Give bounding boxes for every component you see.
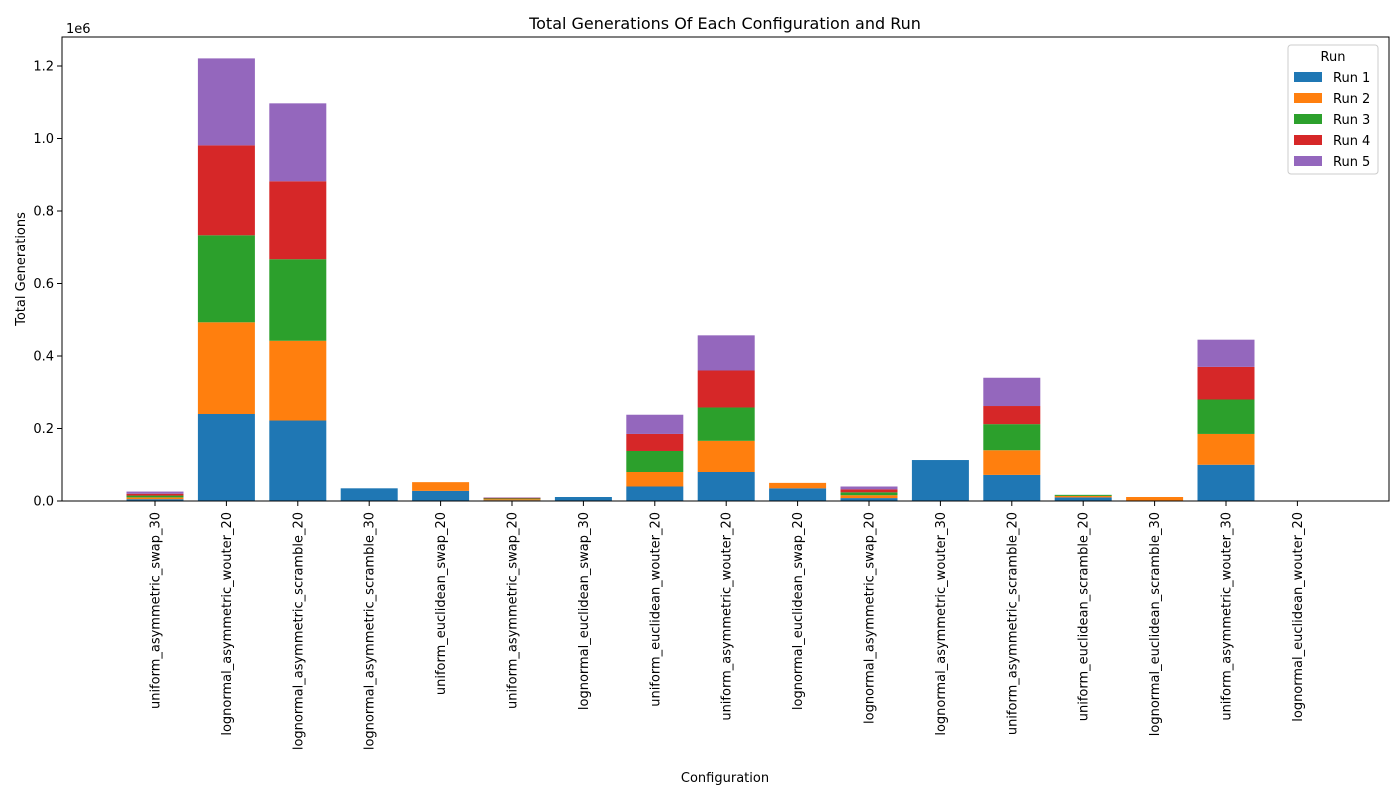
bar-segment-run-2-uniform_euclidean_scramble_20 — [1054, 495, 1112, 498]
bar-segment-run-3-lognormal_asymmetric_swap_20 — [840, 492, 898, 496]
bar-segment-run-1-uniform_euclidean_scramble_20 — [1054, 497, 1112, 502]
bar-segment-run-2-lognormal_euclidean_swap_20 — [769, 482, 827, 489]
y-tick-label: 0.6 — [33, 277, 54, 292]
bar-segment-run-1-lognormal_asymmetric_swap_20 — [840, 498, 898, 501]
bar-segment-run-4-uniform_asymmetric_wouter_20 — [697, 370, 755, 408]
x-tick-label: lognormal_asymmetric_swap_20 — [863, 512, 878, 724]
legend-label-run-4: Run 4 — [1333, 134, 1370, 149]
bar-segment-run-2-uniform_euclidean_wouter_20 — [626, 472, 684, 487]
x-tick-label: uniform_euclidean_scramble_20 — [1077, 512, 1092, 721]
x-axis-label: Configuration — [681, 771, 769, 786]
bar-segment-run-1-lognormal_asymmetric_scramble_20 — [269, 420, 327, 501]
bar-segment-run-2-lognormal_asymmetric_swap_20 — [840, 495, 898, 499]
bar-segment-run-3-lognormal_asymmetric_scramble_20 — [269, 259, 327, 341]
bar-segment-run-5-uniform_asymmetric_wouter_20 — [697, 335, 755, 371]
bar-segment-run-1-lognormal_euclidean_swap_30 — [554, 497, 612, 501]
bar-segment-run-2-uniform_asymmetric_wouter_20 — [697, 440, 755, 472]
bar-segment-run-5-uniform_asymmetric_wouter_30 — [1197, 339, 1255, 367]
bar-segment-run-1-uniform_asymmetric_swap_30 — [126, 499, 184, 501]
bar-segment-run-3-uniform_euclidean_wouter_20 — [626, 450, 684, 472]
bar-segment-run-1-lognormal_asymmetric_wouter_20 — [197, 414, 255, 501]
legend-label-run-2: Run 2 — [1333, 92, 1370, 107]
bar-segment-run-1-uniform_asymmetric_wouter_20 — [697, 472, 755, 501]
bar-segment-run-5-lognormal_asymmetric_wouter_20 — [197, 58, 255, 146]
x-tick-label: lognormal_asymmetric_wouter_20 — [220, 512, 235, 736]
bar-segment-run-3-uniform_asymmetric_swap_20 — [483, 498, 541, 500]
bar-segment-run-2-uniform_asymmetric_swap_20 — [483, 499, 541, 501]
bar-segment-run-5-lognormal_asymmetric_swap_20 — [840, 486, 898, 490]
bar-segment-run-3-uniform_asymmetric_wouter_30 — [1197, 399, 1255, 434]
chart-title: Total Generations Of Each Configuration … — [528, 14, 921, 33]
bars-group — [126, 58, 1255, 502]
bar-segment-run-5-uniform_asymmetric_swap_30 — [126, 491, 184, 494]
bar-segment-run-4-lognormal_asymmetric_swap_20 — [840, 489, 898, 493]
x-tick-label: uniform_euclidean_swap_20 — [434, 512, 449, 695]
legend-label-run-1: Run 1 — [1333, 71, 1370, 86]
bar-segment-run-3-uniform_asymmetric_swap_30 — [126, 495, 184, 498]
legend-swatch-run-1 — [1294, 72, 1322, 82]
x-tick-label: lognormal_asymmetric_scramble_20 — [291, 512, 306, 750]
y-tick-label: 1.0 — [33, 132, 54, 147]
bar-segment-run-4-lognormal_asymmetric_scramble_20 — [269, 181, 327, 260]
bar-segment-run-5-lognormal_asymmetric_scramble_20 — [269, 103, 327, 182]
bar-segment-run-5-uniform_euclidean_wouter_20 — [626, 414, 684, 434]
y-tick-label: 1.2 — [33, 60, 54, 75]
bar-segment-run-4-lognormal_asymmetric_wouter_20 — [197, 145, 255, 236]
bar-segment-run-2-uniform_euclidean_swap_20 — [412, 482, 470, 491]
bar-segment-run-1-uniform_euclidean_swap_20 — [412, 490, 470, 501]
bar-segment-run-1-lognormal_asymmetric_wouter_30 — [911, 460, 969, 501]
y-tick-label: 0.2 — [33, 422, 54, 437]
bar-segment-run-1-lognormal_asymmetric_scramble_30 — [340, 488, 398, 501]
legend-label-run-5: Run 5 — [1333, 155, 1370, 170]
bar-segment-run-1-uniform_asymmetric_wouter_30 — [1197, 464, 1255, 501]
y-tick-label: 0.0 — [33, 495, 54, 510]
bar-segment-run-1-uniform_euclidean_wouter_20 — [626, 486, 684, 501]
bar-segment-run-2-uniform_asymmetric_scramble_20 — [983, 450, 1041, 475]
bar-segment-run-5-uniform_asymmetric_scramble_20 — [983, 377, 1041, 407]
bar-segment-run-3-lognormal_asymmetric_wouter_20 — [197, 235, 255, 323]
y-tick-label: 0.4 — [33, 350, 54, 365]
x-tick-label: uniform_asymmetric_swap_20 — [506, 512, 521, 709]
x-tick-label: lognormal_euclidean_scramble_30 — [1148, 512, 1163, 736]
legend-label-run-3: Run 3 — [1333, 113, 1370, 128]
bar-segment-run-2-lognormal_asymmetric_wouter_20 — [197, 322, 255, 414]
bar-segment-run-4-uniform_asymmetric_scramble_20 — [983, 406, 1041, 425]
y-offset-label: 1e6 — [66, 22, 91, 37]
bar-segment-run-2-uniform_asymmetric_swap_30 — [126, 497, 184, 500]
x-tick-label: uniform_asymmetric_wouter_30 — [1220, 512, 1235, 721]
bar-segment-run-4-uniform_asymmetric_wouter_30 — [1197, 366, 1255, 400]
bar-segment-run-4-uniform_asymmetric_swap_30 — [126, 493, 184, 496]
legend-swatch-run-4 — [1294, 135, 1322, 145]
bar-segment-run-4-uniform_asymmetric_swap_20 — [483, 497, 541, 499]
x-tick-label: uniform_asymmetric_scramble_20 — [1005, 512, 1020, 735]
legend-swatch-run-3 — [1294, 114, 1322, 124]
bar-segment-run-1-uniform_asymmetric_scramble_20 — [983, 474, 1041, 501]
legend-swatch-run-2 — [1294, 93, 1322, 103]
bar-segment-run-1-lognormal_euclidean_swap_20 — [769, 488, 827, 501]
bar-segment-run-3-uniform_euclidean_scramble_20 — [1054, 494, 1112, 496]
x-tick-label: lognormal_euclidean_wouter_20 — [1291, 512, 1306, 722]
x-tick-label: uniform_euclidean_wouter_20 — [648, 512, 663, 707]
x-tick-label: lognormal_euclidean_swap_20 — [791, 512, 806, 710]
bar-segment-run-2-lognormal_asymmetric_scramble_20 — [269, 340, 327, 421]
x-tick-label: lognormal_euclidean_swap_30 — [577, 512, 592, 710]
legend: Run Run 1 Run 2 Run 3 Run 4 Run 5 — [1287, 44, 1379, 175]
x-tick-label: uniform_asymmetric_wouter_20 — [720, 512, 735, 721]
x-tick-label: lognormal_asymmetric_wouter_30 — [934, 512, 949, 736]
x-tick-label: lognormal_asymmetric_scramble_30 — [363, 512, 378, 750]
bar-segment-run-2-uniform_asymmetric_wouter_30 — [1197, 433, 1255, 465]
y-axis: 0.0 0.2 0.4 0.6 0.8 1.0 1.2 — [33, 60, 62, 510]
x-axis: uniform_asymmetric_swap_30 lognormal_asym… — [149, 501, 1306, 750]
bar-segment-run-3-uniform_asymmetric_scramble_20 — [983, 424, 1041, 451]
plot-frame — [61, 36, 1390, 502]
bar-segment-run-4-uniform_euclidean_wouter_20 — [626, 433, 684, 451]
legend-swatch-run-5 — [1294, 156, 1322, 166]
y-tick-label: 0.8 — [33, 205, 54, 220]
x-tick-label: uniform_asymmetric_swap_30 — [149, 512, 164, 709]
bar-segment-run-3-uniform_asymmetric_wouter_20 — [697, 407, 755, 441]
y-axis-label: Total Generations — [14, 212, 29, 327]
bar-segment-run-2-lognormal_euclidean_scramble_30 — [1126, 497, 1184, 501]
legend-title: Run — [1321, 50, 1346, 65]
